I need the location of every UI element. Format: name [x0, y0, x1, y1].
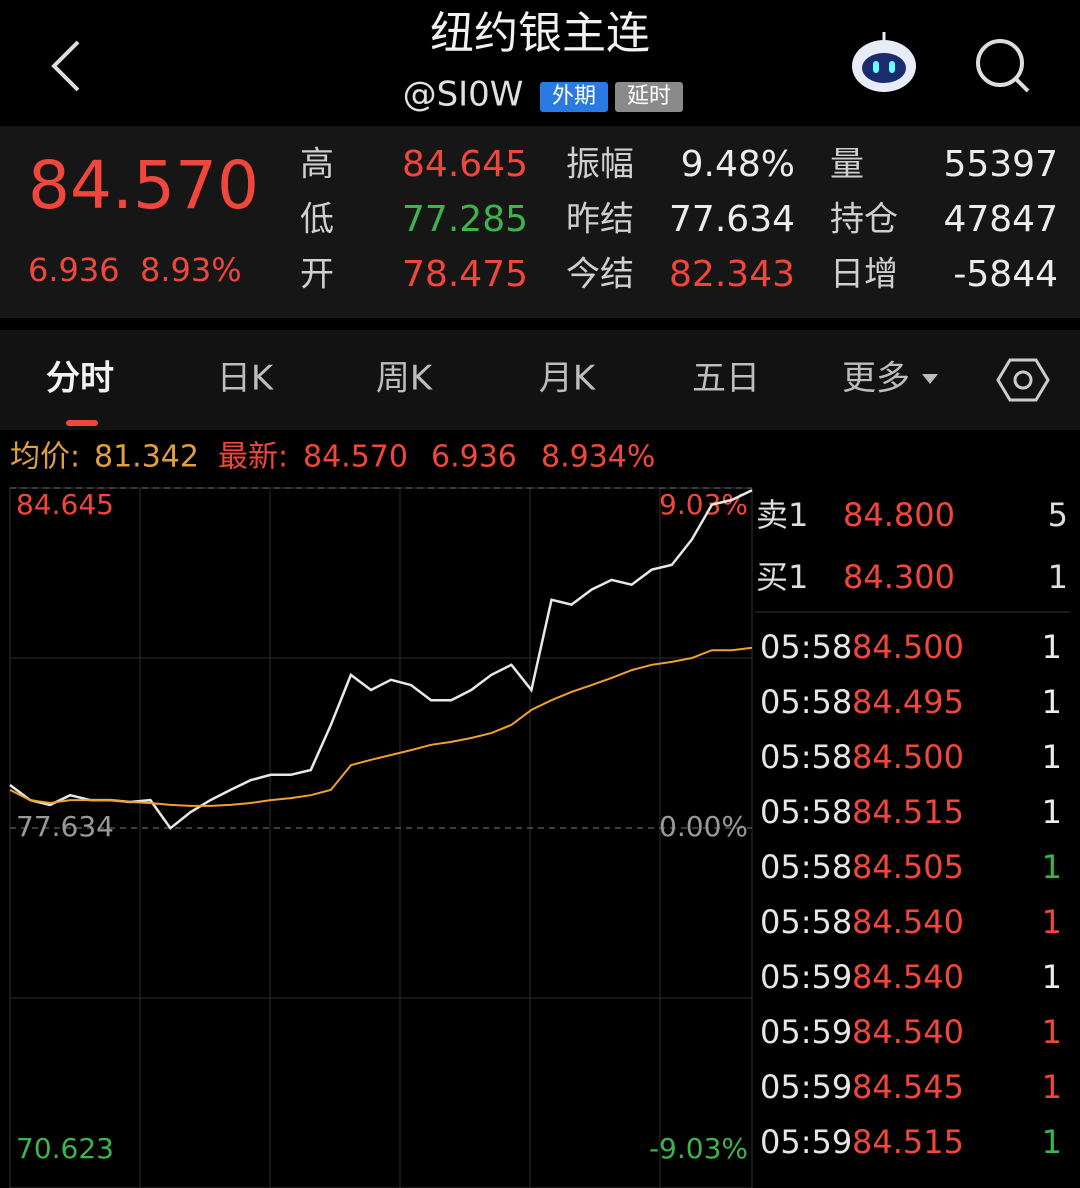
tab-indicator: [66, 420, 98, 426]
trade-volume: 1: [1042, 1123, 1062, 1161]
y2-tick-label: -9.03%: [649, 1132, 748, 1165]
tag-bg: [615, 82, 683, 112]
book-price: 84.300: [843, 558, 955, 596]
chart-frame: [9, 487, 753, 1188]
last-price: 84.570: [28, 147, 259, 224]
trade-time: 05:58: [760, 738, 852, 776]
avg-label: 均价:: [10, 440, 80, 475]
trade-volume: 1: [1042, 958, 1062, 996]
stat-label: 开: [300, 255, 334, 295]
order-book: 卖1 84.800 5买1 84.300 105:58 84.500 105:58 84.49…: [756, 496, 1068, 1161]
trade-volume: 1: [1042, 848, 1062, 886]
intraday-chart: 70.623 77.634 84.645 -9.03% 0.00% 9.03%: [9, 487, 753, 1188]
tabs: 分时 日K 周K 月K 五日 更多: [46, 359, 938, 399]
symbol: @SI0W: [403, 75, 524, 115]
trade-time: 05:59: [760, 1068, 852, 1106]
trade-time: 05:59: [760, 958, 852, 996]
latest-label: 最新:: [218, 440, 288, 475]
stat-value: 77.285: [402, 199, 528, 240]
stat-label: 昨结: [566, 200, 634, 240]
trade-volume: 1: [1042, 738, 1062, 776]
y-tick-label: 77.634: [16, 810, 114, 843]
stat-value: 47847: [943, 199, 1058, 240]
trade-volume: 1: [1042, 1068, 1062, 1106]
trade-volume: 1: [1042, 1013, 1062, 1051]
trade-price: 84.500: [852, 628, 964, 666]
book-label: 卖1: [756, 496, 808, 534]
stat-label: 低: [300, 200, 334, 240]
stat-value: 78.475: [402, 254, 528, 295]
tab[interactable]: 月K: [539, 359, 597, 399]
y-tick-label: 84.645: [16, 488, 114, 521]
stat-value: 84.645: [402, 144, 528, 185]
latest-pct: 8.934%: [541, 440, 655, 475]
tag: 外期: [552, 84, 596, 109]
stat-value: 77.634: [669, 199, 795, 240]
trade-time: 05:59: [760, 1123, 852, 1161]
stat-value: 9.48%: [681, 144, 795, 185]
stat-value: 82.343: [669, 254, 795, 295]
stat-label: 振幅: [566, 145, 634, 185]
avg-value: 81.342: [94, 440, 199, 475]
y2-tick-label: 9.03%: [659, 488, 748, 521]
trade-price: 84.515: [852, 793, 964, 831]
tag-bg: [540, 82, 608, 112]
stat-label: 高: [300, 145, 334, 185]
info-bar: 均价: 81.342 最新: 84.570 6.936 8.934%: [10, 440, 655, 475]
tab[interactable]: 五日: [692, 359, 760, 399]
change: 6.936: [28, 251, 120, 289]
trade-time: 05:58: [760, 848, 852, 886]
quote-panel: [0, 126, 1080, 318]
trade-price: 84.545: [852, 1068, 964, 1106]
latest-value: 84.570: [303, 440, 408, 475]
trade-price: 84.500: [852, 738, 964, 776]
trade-price: 84.515: [852, 1123, 964, 1161]
search-icon[interactable]: [976, 39, 1030, 93]
trade-time: 05:58: [760, 793, 852, 831]
tab[interactable]: 周K: [376, 359, 434, 399]
y2-tick-label: 0.00%: [659, 810, 748, 843]
latest-change: 6.936: [431, 440, 517, 475]
tab[interactable]: 分时: [46, 359, 114, 399]
trade-price: 84.505: [852, 848, 964, 886]
assistant-icon[interactable]: [852, 32, 916, 92]
trade-price: 84.495: [852, 683, 964, 721]
trade-price: 84.540: [852, 1013, 964, 1051]
stats: 高 84.645 振幅 9.48% 量 55397 低 77.285 昨结 77.634 持仓 478…: [300, 144, 1058, 295]
stat-label: 持仓: [830, 200, 898, 240]
book-price: 84.800: [843, 496, 955, 534]
trade-time: 05:58: [760, 628, 852, 666]
book-volume: 1: [1048, 558, 1068, 596]
stat-label: 今结: [566, 255, 634, 295]
stat-label: 日增: [830, 255, 898, 295]
tab[interactable]: 日K: [217, 359, 275, 399]
trade-time: 05:58: [760, 903, 852, 941]
stat-label: 量: [830, 145, 864, 185]
tag: 延时: [627, 84, 671, 109]
tab[interactable]: 更多: [842, 359, 910, 399]
series-line: [9, 646, 753, 807]
trade-volume: 1: [1042, 903, 1062, 941]
settings-icon[interactable]: [996, 358, 1050, 402]
title: 纽约银主连: [430, 8, 650, 59]
trade-price: 84.540: [852, 958, 964, 996]
trade-volume: 1: [1042, 628, 1062, 666]
stat-value: -5844: [953, 254, 1058, 295]
grid-vertical: [10, 488, 752, 1188]
trade-volume: 1: [1042, 683, 1062, 721]
trade-price: 84.540: [852, 903, 964, 941]
book-volume: 5: [1048, 496, 1068, 534]
back-button[interactable]: [51, 40, 80, 92]
trade-time: 05:59: [760, 1013, 852, 1051]
y-tick-label: 70.623: [16, 1132, 114, 1165]
dropdown-arrow: [922, 374, 938, 384]
trade-volume: 1: [1042, 793, 1062, 831]
change-pct: 8.93%: [140, 251, 242, 289]
tab-bar: [0, 330, 1080, 430]
stat-value: 55397: [943, 144, 1058, 185]
book-label: 买1: [756, 558, 808, 596]
trade-time: 05:58: [760, 683, 852, 721]
